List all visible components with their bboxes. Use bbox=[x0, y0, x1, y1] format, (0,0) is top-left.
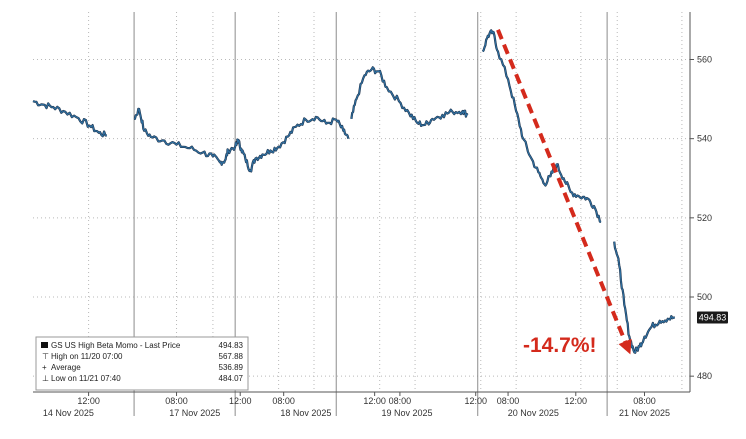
legend-low-value: 484.07 bbox=[219, 374, 244, 383]
legend-color-swatch bbox=[41, 342, 48, 348]
decline-arrowhead bbox=[618, 338, 632, 355]
price-line bbox=[350, 66, 469, 127]
y-tick-label: 500 bbox=[697, 292, 712, 302]
legend-high-label: High on 11/20 07:00 bbox=[51, 352, 123, 361]
price-line bbox=[32, 100, 107, 137]
legend-box bbox=[35, 336, 249, 391]
x-tick-label: 08:00 bbox=[272, 396, 295, 406]
high-marker-icon: ⊤ bbox=[42, 352, 49, 361]
x-date-label: 21 Nov 2025 bbox=[619, 408, 670, 418]
x-date-label: 14 Nov 2025 bbox=[43, 408, 94, 418]
legend-series-name: GS US High Beta Momo - Last Price bbox=[51, 341, 181, 350]
x-date-label: 18 Nov 2025 bbox=[280, 408, 331, 418]
x-tick-label: 08:00 bbox=[497, 396, 520, 406]
legend-average-label: Average bbox=[51, 363, 81, 372]
x-tick-label: 12:00 bbox=[464, 396, 487, 406]
x-tick-label: 12:00 bbox=[565, 396, 588, 406]
x-date-label: 19 Nov 2025 bbox=[381, 408, 432, 418]
last-price-tag: 494.83 bbox=[697, 311, 728, 324]
decline-annotation: -14.7%! bbox=[523, 334, 597, 357]
legend-average-value: 536.89 bbox=[219, 363, 244, 372]
x-date-label: 20 Nov 2025 bbox=[508, 408, 559, 418]
x-tick-label: 12:00 bbox=[77, 396, 100, 406]
legend-high-value: 567.88 bbox=[219, 352, 244, 361]
x-tick-label: 12:00 bbox=[229, 396, 252, 406]
x-tick-label: 08:00 bbox=[389, 396, 412, 406]
price-line-shadow bbox=[350, 66, 469, 128]
x-tick-label: 08:00 bbox=[165, 396, 188, 406]
y-tick-label: 560 bbox=[697, 55, 712, 65]
price-line bbox=[613, 241, 675, 354]
low-marker-icon: ⊥ bbox=[42, 374, 49, 383]
price-line bbox=[134, 108, 240, 166]
annotation-layer: -14.7%! bbox=[496, 29, 632, 357]
decline-arrow bbox=[496, 29, 629, 346]
legend: GS US High Beta Momo - Last Price 494.83… bbox=[35, 336, 249, 391]
price-series bbox=[32, 29, 675, 354]
y-tick-label: 520 bbox=[697, 213, 712, 223]
x-date-label: 17 Nov 2025 bbox=[169, 408, 220, 418]
y-tick-label: 480 bbox=[697, 371, 712, 381]
price-line-shadow bbox=[133, 107, 241, 166]
last-price-tag-value: 494.83 bbox=[699, 312, 727, 322]
last-price-tag-bg bbox=[697, 311, 728, 324]
legend-last-value: 494.83 bbox=[219, 341, 244, 350]
price-line bbox=[236, 116, 349, 172]
y-tick-label: 540 bbox=[697, 134, 712, 144]
legend-low-label: Low on 11/21 07:40 bbox=[51, 374, 121, 383]
x-tick-label: 12:00 bbox=[363, 396, 386, 406]
price-line-shadow bbox=[236, 115, 350, 173]
price-line bbox=[482, 29, 602, 223]
x-tick-label: 08:00 bbox=[633, 396, 656, 406]
average-marker-icon: + bbox=[42, 363, 47, 372]
